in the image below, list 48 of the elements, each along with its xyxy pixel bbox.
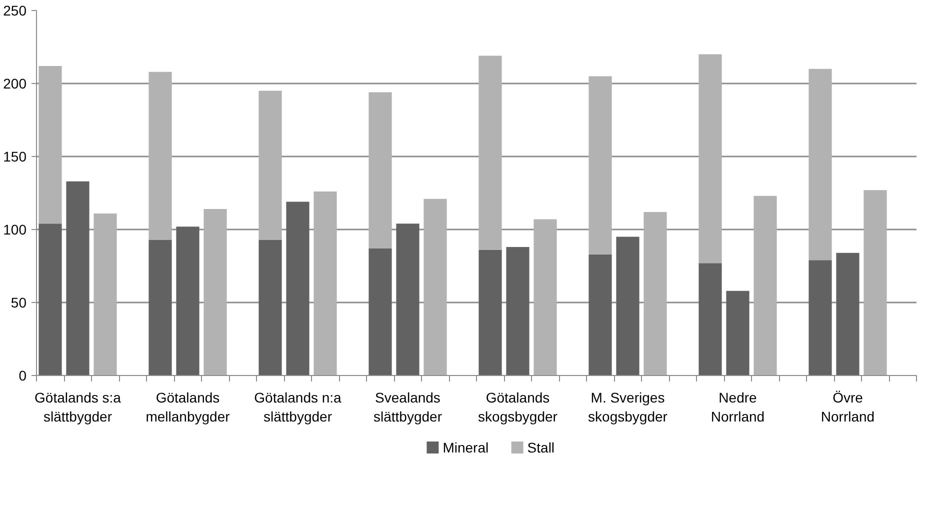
bar xyxy=(754,196,777,376)
bar xyxy=(478,250,502,376)
y-tick-label: 250 xyxy=(3,2,27,18)
bar xyxy=(94,213,117,376)
bar xyxy=(396,224,420,376)
x-tick-label: Götalands s:a slättbygder xyxy=(34,390,122,425)
bar xyxy=(38,66,62,224)
bar xyxy=(588,254,612,376)
bar xyxy=(286,202,310,376)
bar xyxy=(314,192,337,376)
bar xyxy=(204,209,227,376)
y-tick-label: 0 xyxy=(18,368,27,384)
bar xyxy=(258,240,282,376)
x-tick-label: Nedre Norrland xyxy=(710,390,765,425)
bar xyxy=(644,212,667,376)
legend-label: Mineral xyxy=(442,440,489,456)
bar xyxy=(368,92,392,248)
bar xyxy=(698,263,722,376)
x-tick-label: M. Sveriges skogsbygder xyxy=(588,390,668,425)
bar xyxy=(506,247,530,376)
bar xyxy=(588,76,612,254)
bar xyxy=(616,236,640,376)
bar xyxy=(534,219,557,376)
x-tick-label: Götalands mellanbygder xyxy=(146,390,230,425)
bar xyxy=(726,290,750,376)
bar xyxy=(66,181,90,376)
x-tick-label: Götalands skogsbygder xyxy=(478,390,558,425)
bar xyxy=(478,56,502,250)
bar xyxy=(808,68,832,260)
bar xyxy=(148,240,172,376)
x-tick-label: Götalands n:a slättbygder xyxy=(254,390,342,425)
x-tick-label: Svealands slättbygder xyxy=(374,390,442,425)
bar xyxy=(424,198,447,376)
bar xyxy=(148,72,172,240)
y-tick-label: 200 xyxy=(3,76,27,92)
legend-label: Stall xyxy=(527,440,555,456)
bar xyxy=(38,224,62,376)
bar xyxy=(836,252,860,376)
bar xyxy=(698,54,722,264)
x-tick-label: Övre Norrland xyxy=(820,390,875,425)
bar xyxy=(864,190,887,376)
y-tick-label: 50 xyxy=(10,294,27,310)
y-tick-label: 100 xyxy=(3,222,27,238)
bar xyxy=(808,260,832,376)
bar xyxy=(258,90,282,240)
y-tick-label: 150 xyxy=(3,148,27,164)
bar xyxy=(176,226,200,376)
bar xyxy=(368,248,392,376)
